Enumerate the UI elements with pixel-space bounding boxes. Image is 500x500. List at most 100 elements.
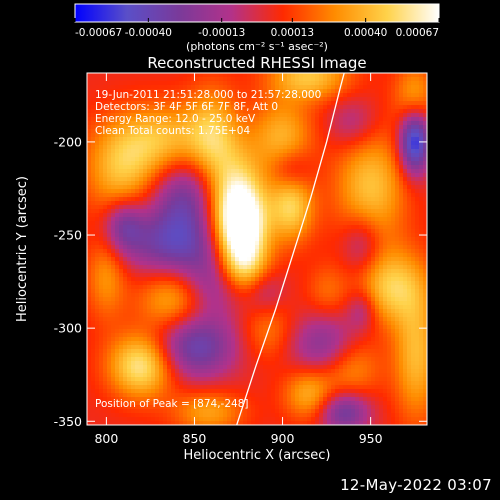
heatmap-cell	[355, 221, 359, 225]
heatmap-cell	[135, 209, 139, 213]
heatmap-cell	[155, 221, 159, 225]
heatmap-cell	[111, 189, 115, 193]
heatmap-cell	[315, 249, 319, 253]
heatmap-cell	[279, 209, 283, 213]
heatmap-cell	[411, 245, 415, 249]
heatmap-cell	[263, 73, 267, 77]
heatmap-cell	[275, 181, 279, 185]
heatmap-cell	[283, 153, 287, 157]
heatmap-cell	[207, 257, 211, 261]
heatmap-cell	[199, 273, 203, 277]
heatmap-cell	[191, 305, 195, 309]
heatmap-cell	[311, 217, 315, 221]
heatmap-cell	[319, 213, 323, 217]
heatmap-cell	[207, 213, 211, 217]
heatmap-cell	[351, 141, 355, 145]
heatmap-cell	[351, 185, 355, 189]
heatmap-cell	[291, 301, 295, 305]
heatmap-cell	[211, 113, 215, 117]
heatmap-cell	[91, 265, 95, 269]
heatmap-cell	[355, 225, 359, 229]
heatmap-cell	[107, 81, 111, 85]
heatmap-cell	[331, 145, 335, 149]
heatmap-cell	[283, 213, 287, 217]
heatmap-cell	[359, 249, 363, 253]
heatmap-cell	[411, 109, 415, 113]
heatmap-cell	[135, 129, 139, 133]
heatmap-cell	[415, 129, 419, 133]
heatmap-cell	[319, 85, 323, 89]
heatmap-cell	[327, 213, 331, 217]
heatmap-cell	[411, 105, 415, 109]
heatmap-cell	[351, 209, 355, 213]
heatmap-cell	[379, 221, 383, 225]
heatmap-cell	[399, 225, 403, 229]
heatmap-cell	[127, 97, 131, 101]
heatmap-cell	[407, 221, 411, 225]
heatmap-cell	[199, 289, 203, 293]
heatmap-cell	[395, 209, 399, 213]
heatmap-cell	[287, 261, 291, 265]
heatmap-cell	[243, 297, 247, 301]
heatmap-cell	[263, 297, 267, 301]
heatmap-cell	[191, 201, 195, 205]
heatmap-cell	[99, 109, 103, 113]
heatmap-cell	[339, 177, 343, 181]
heatmap-cell	[275, 245, 279, 249]
heatmap-cell	[307, 77, 311, 81]
heatmap-cell	[179, 169, 183, 173]
heatmap-cell	[255, 209, 259, 213]
heatmap-cell	[171, 117, 175, 121]
heatmap-cell	[139, 177, 143, 181]
heatmap-cell	[247, 253, 251, 257]
heatmap-cell	[343, 265, 347, 269]
heatmap-cell	[239, 249, 243, 253]
heatmap-cell	[315, 145, 319, 149]
heatmap-cell	[87, 149, 91, 153]
heatmap-cell	[191, 165, 195, 169]
heatmap-cell	[415, 297, 419, 301]
heatmap-cell	[167, 89, 171, 93]
heatmap-cell	[235, 185, 239, 189]
heatmap-cell	[239, 93, 243, 97]
heatmap-cell	[367, 253, 371, 257]
heatmap-cell	[267, 137, 271, 141]
heatmap-cell	[343, 81, 347, 85]
heatmap-cell	[255, 193, 259, 197]
heatmap-cell	[211, 105, 215, 109]
heatmap-cell	[175, 125, 179, 129]
heatmap-cell	[355, 209, 359, 213]
heatmap-cell	[155, 197, 159, 201]
heatmap-cell	[103, 225, 107, 229]
heatmap-cell	[351, 277, 355, 281]
heatmap-cell	[91, 253, 95, 257]
heatmap-cell	[95, 225, 99, 229]
heatmap-cell	[231, 221, 235, 225]
heatmap-cell	[251, 157, 255, 161]
heatmap-cell	[211, 213, 215, 217]
heatmap-cell	[243, 109, 247, 113]
heatmap-cell	[95, 229, 99, 233]
heatmap-cell	[387, 165, 391, 169]
heatmap-cell	[227, 257, 231, 261]
heatmap-cell	[271, 81, 275, 85]
heatmap-cell	[271, 277, 275, 281]
heatmap-cell	[399, 241, 403, 245]
heatmap-cell	[103, 177, 107, 181]
heatmap-cell	[159, 113, 163, 117]
heatmap-cell	[379, 205, 383, 209]
heatmap-cell	[399, 249, 403, 253]
heatmap-cell	[111, 301, 115, 305]
heatmap-cell	[123, 213, 127, 217]
heatmap-cell	[99, 205, 103, 209]
heatmap-cell	[351, 93, 355, 97]
heatmap-cell	[211, 281, 215, 285]
heatmap-cell	[267, 125, 271, 129]
heatmap-cell	[423, 177, 427, 181]
heatmap-cell	[183, 233, 187, 237]
heatmap-cell	[303, 217, 307, 221]
heatmap-cell	[199, 201, 203, 205]
heatmap-cell	[111, 77, 115, 81]
heatmap-cell	[119, 173, 123, 177]
heatmap-cell	[267, 217, 271, 221]
